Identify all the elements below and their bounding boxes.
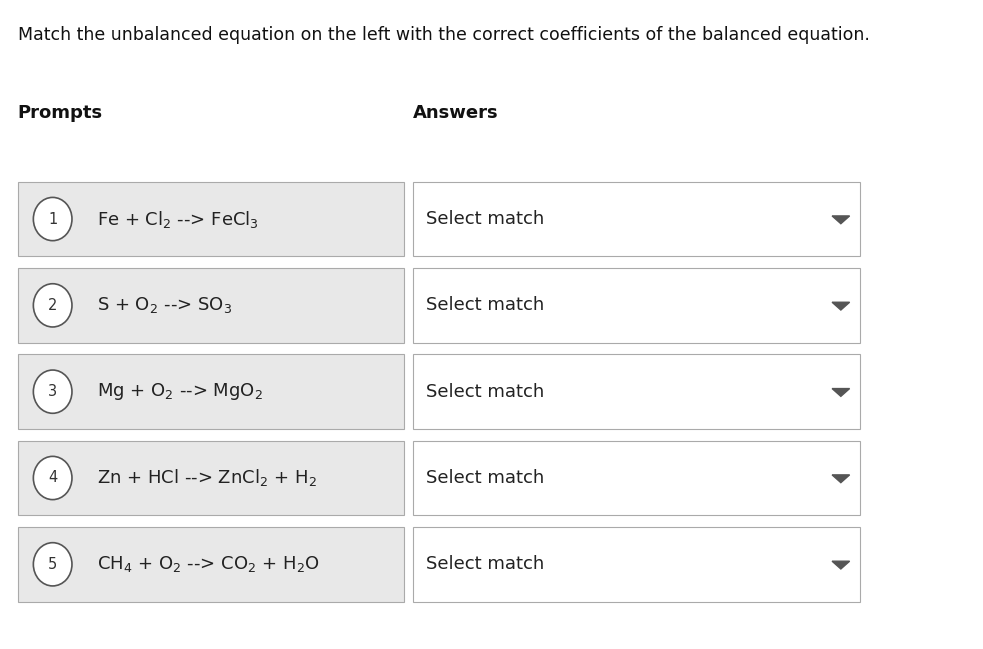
- FancyBboxPatch shape: [413, 182, 860, 256]
- FancyBboxPatch shape: [413, 354, 860, 429]
- FancyBboxPatch shape: [413, 268, 860, 343]
- Text: Match the unbalanced equation on the left with the correct coefficients of the b: Match the unbalanced equation on the lef…: [18, 26, 869, 44]
- FancyBboxPatch shape: [18, 354, 404, 429]
- Ellipse shape: [33, 197, 72, 241]
- Text: Mg + O$_2$ --> MgO$_2$: Mg + O$_2$ --> MgO$_2$: [96, 381, 262, 402]
- Text: S + O$_2$ --> SO$_3$: S + O$_2$ --> SO$_3$: [96, 295, 232, 315]
- FancyBboxPatch shape: [18, 527, 404, 602]
- Text: Zn + HCl --> ZnCl$_2$ + H$_2$: Zn + HCl --> ZnCl$_2$ + H$_2$: [96, 467, 317, 489]
- Ellipse shape: [33, 456, 72, 500]
- FancyBboxPatch shape: [18, 441, 404, 515]
- Ellipse shape: [33, 543, 72, 586]
- Text: Select match: Select match: [426, 383, 544, 400]
- FancyBboxPatch shape: [413, 527, 860, 602]
- FancyBboxPatch shape: [18, 182, 404, 256]
- Text: CH$_4$ + O$_2$ --> CO$_2$ + H$_2$O: CH$_4$ + O$_2$ --> CO$_2$ + H$_2$O: [96, 554, 319, 574]
- Text: 2: 2: [48, 298, 57, 313]
- Polygon shape: [832, 389, 849, 397]
- Text: 4: 4: [48, 471, 57, 485]
- Polygon shape: [832, 561, 849, 569]
- Text: Select match: Select match: [426, 210, 544, 228]
- Polygon shape: [832, 216, 849, 224]
- Polygon shape: [832, 475, 849, 483]
- Ellipse shape: [33, 370, 72, 413]
- Text: Fe + Cl$_2$ --> FeCl$_3$: Fe + Cl$_2$ --> FeCl$_3$: [96, 208, 259, 230]
- Text: 5: 5: [48, 557, 57, 572]
- Ellipse shape: [33, 284, 72, 327]
- Text: Select match: Select match: [426, 556, 544, 573]
- Text: Select match: Select match: [426, 297, 544, 314]
- FancyBboxPatch shape: [413, 441, 860, 515]
- Text: Prompts: Prompts: [18, 104, 102, 122]
- Text: Answers: Answers: [413, 104, 498, 122]
- Text: 3: 3: [48, 384, 57, 399]
- Text: Select match: Select match: [426, 469, 544, 487]
- FancyBboxPatch shape: [18, 268, 404, 343]
- Polygon shape: [832, 302, 849, 310]
- Text: 1: 1: [48, 212, 57, 227]
